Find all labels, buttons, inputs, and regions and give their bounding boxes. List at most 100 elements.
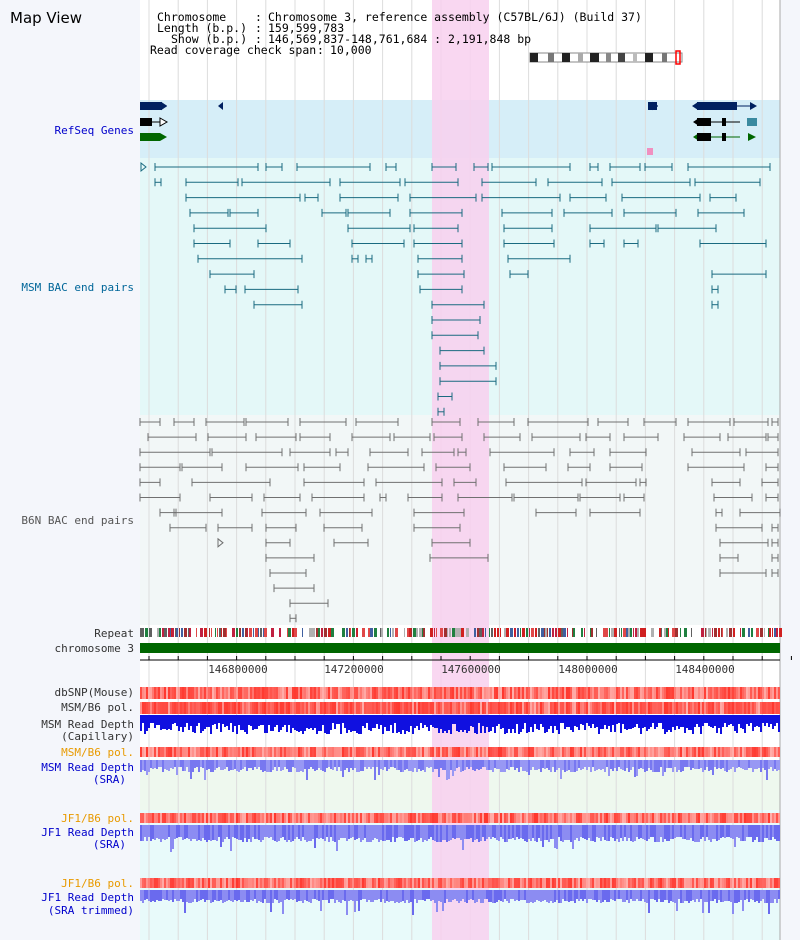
jf1-sra-depth-bar	[262, 825, 264, 840]
msm-b6-pol-cell	[664, 747, 666, 757]
track-label-b6n-bac[interactable]: B6N BAC end pairs	[21, 514, 134, 527]
jf1-b6-pol-cell	[452, 878, 454, 888]
msm-b6-pol-cell	[274, 747, 276, 757]
msm-b6-pol-cell	[192, 702, 194, 714]
msm-b6-pol-cell	[738, 702, 740, 714]
refseq-gene-track[interactable]	[140, 101, 757, 155]
jf1-b6-pol-cell	[206, 878, 208, 888]
msm-b6-pol-cell	[420, 747, 422, 757]
msm-capillary-depth-bar	[478, 715, 480, 723]
jf1-trim-depth-bar	[242, 890, 244, 902]
jf1-b6-pol-cell	[258, 813, 260, 823]
msm-capillary-depth-bar	[472, 715, 474, 727]
dbsnp-cell	[146, 687, 148, 699]
dbsnp-cell	[500, 687, 502, 699]
jf1-b6-pol-cell	[310, 878, 312, 888]
jf1-sra-depth-bar	[200, 825, 202, 841]
msm-b6-pol-cell	[390, 702, 392, 714]
msm-b6-pol-cell	[260, 747, 262, 757]
chromosome-ideogram[interactable]	[529, 50, 683, 65]
msm-b6-pol-cell	[674, 702, 676, 714]
msm-b6-pol-cell	[556, 702, 558, 714]
jf1-b6-pol-cell	[388, 813, 390, 823]
jf1-sra-depth-bar	[560, 825, 562, 841]
repeat-track[interactable]	[140, 628, 782, 637]
jf1-trim-depth-bar	[234, 890, 236, 900]
track-label-refseq[interactable]: RefSeq Genes	[54, 124, 134, 137]
jf1-sra-depth-bar	[768, 825, 770, 840]
jf1-sra-depth-bar	[736, 825, 738, 837]
jf1-b6-pol-cell	[180, 813, 182, 823]
msm-sra-depth-bar	[776, 760, 778, 771]
msm-b6-pol-cell	[660, 702, 662, 714]
msm-b6-pol-cell	[226, 747, 228, 757]
jf1-trim-depth-bar	[180, 890, 182, 899]
b6n-bac-track[interactable]	[139, 418, 781, 623]
jf1-sra-depth-bar	[382, 825, 384, 841]
jf1-b6-pol-cell	[296, 878, 298, 888]
msm-b6-pol-cell	[542, 747, 544, 757]
msm-b6-pol-cell	[330, 702, 332, 714]
msm-bac-track[interactable]	[140, 161, 771, 416]
msm-b6-pol-cell	[304, 747, 306, 757]
repeat-element	[545, 628, 547, 637]
msm-sra-depth-bar	[230, 760, 232, 770]
msm-sra-depth-bar	[676, 760, 678, 772]
jf1-sra-depth-bar	[536, 825, 538, 842]
dbsnp-cell	[186, 687, 188, 699]
repeat-element	[500, 628, 501, 637]
jf1-sra-depth-bar	[288, 825, 290, 840]
msm-sra-depth-bar	[270, 760, 272, 772]
jf1-b6-pol-cell	[340, 878, 342, 888]
jf1-b6-pol-cell	[346, 878, 348, 888]
msm-b6-pol-cell	[184, 747, 186, 757]
jf1-trim-depth-bar	[258, 890, 260, 901]
msm-sra-depth-bar	[150, 760, 152, 768]
jf1-trim-depth-bar	[672, 890, 674, 902]
jf1-b6-pol-cell	[446, 878, 448, 888]
msm-sra-depth-bar	[272, 760, 274, 770]
jf1-sra-depth-bar	[400, 825, 402, 837]
jf1-sra-depth-bar	[760, 825, 762, 842]
jf1-sra-depth-bar	[140, 825, 142, 841]
msm-b6-pol-cell	[710, 747, 712, 757]
msm-sra-depth-bar	[212, 760, 214, 772]
track-label-msm-bac[interactable]: MSM BAC end pairs	[21, 281, 134, 294]
jf1-sra-depth-bar	[574, 825, 576, 840]
jf1-trim-depth-bar	[682, 890, 684, 903]
msm-b6-pol-cell	[516, 702, 518, 714]
jf1-b6-pol-cell	[342, 878, 344, 888]
jf1-sra-depth-bar	[188, 825, 190, 839]
msm-capillary-depth-bar	[212, 715, 214, 725]
jf1-trim-depth-bar	[774, 890, 776, 899]
jf1-b6-pol-cell	[248, 878, 250, 888]
dbsnp-cell	[770, 687, 772, 699]
msm-b6-pol-cell	[768, 747, 770, 757]
jf1-sra-depth-bar	[554, 825, 556, 848]
dbsnp-cell	[432, 687, 434, 699]
msm-sra-depth-bar	[336, 760, 338, 771]
msm-sra-depth-bar	[670, 760, 672, 768]
chromosome-bar	[140, 643, 780, 653]
msm-b6-pol-cell	[284, 747, 286, 757]
ideogram-band	[548, 53, 554, 62]
msm-capillary-depth-bar	[722, 715, 724, 727]
jf1-b6-pol-cell	[530, 813, 532, 823]
repeat-element	[255, 628, 258, 637]
dbsnp-cell	[594, 687, 596, 699]
msm-sra-depth-bar	[386, 760, 388, 771]
axis-tick-label: 146800000	[208, 663, 268, 676]
jf1-trim-depth-bar	[484, 890, 486, 899]
msm-sra-depth-bar	[558, 760, 560, 768]
msm-b6-pol-cell	[212, 747, 214, 757]
repeat-element	[200, 628, 203, 637]
jf1-b6-pol-cell	[256, 813, 258, 823]
jf1-trim-depth-bar	[424, 890, 426, 901]
jf1-sra-depth-bar	[762, 825, 764, 842]
dbsnp-cell	[774, 687, 776, 699]
jf1-b6-pol-cell	[292, 813, 294, 823]
repeat-element	[491, 628, 493, 637]
jf1-b6-pol-cell	[660, 878, 662, 888]
jf1-trim-depth-bar	[618, 890, 620, 899]
jf1-sra-depth-bar	[196, 825, 198, 841]
